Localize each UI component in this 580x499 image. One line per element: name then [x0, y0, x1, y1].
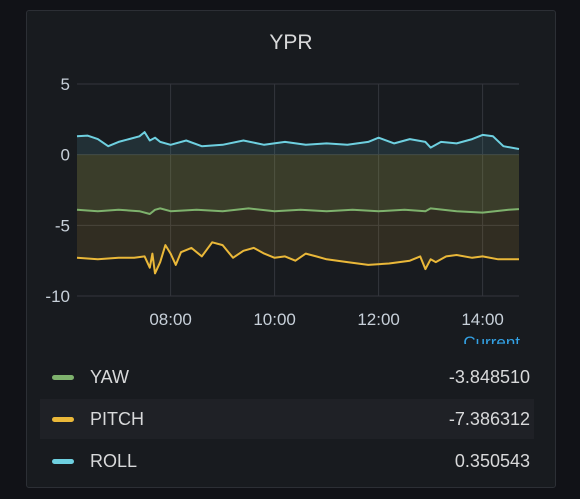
- legend-value: 0.350543: [454, 450, 530, 471]
- legend-row-yaw[interactable]: YAW -3.848510: [40, 357, 534, 397]
- legend-row-roll[interactable]: ROLL 0.350543: [40, 441, 534, 481]
- y-tick-label: 0: [61, 146, 70, 165]
- x-tick-label: 12:00: [357, 310, 400, 329]
- ypr-chart[interactable]: 5 0 -5 -10 08:00 10:00 12:00 14:00: [0, 0, 580, 340]
- legend-value: -3.848510: [448, 366, 530, 387]
- series-area-roll: [77, 132, 519, 155]
- legend-name: ROLL: [90, 450, 138, 471]
- x-tick-label: 08:00: [149, 310, 192, 329]
- legend-current-header[interactable]: Current: [463, 333, 520, 344]
- series-line-yaw: [76, 207, 520, 215]
- legend-value: -7.386312: [448, 408, 530, 429]
- y-tick-label: 5: [61, 75, 70, 94]
- series-area-yaw: [77, 154, 519, 214]
- y-tick-label: -10: [45, 287, 70, 306]
- series-line-roll: [76, 131, 520, 150]
- x-tick-label: 10:00: [253, 310, 296, 329]
- x-tick-label: 14:00: [461, 310, 504, 329]
- roll-color-swatch[interactable]: [52, 458, 74, 464]
- legend-row-pitch[interactable]: PITCH -7.386312: [40, 399, 534, 439]
- yaw-color-swatch[interactable]: [52, 374, 74, 380]
- pitch-color-swatch[interactable]: [52, 416, 74, 422]
- y-tick-label: -5: [55, 216, 70, 235]
- legend-name: PITCH: [90, 408, 144, 429]
- legend-name: YAW: [90, 366, 129, 387]
- series-line-pitch: [76, 241, 519, 275]
- series-area-pitch: [77, 154, 519, 274]
- panel-title[interactable]: YPR: [269, 31, 313, 54]
